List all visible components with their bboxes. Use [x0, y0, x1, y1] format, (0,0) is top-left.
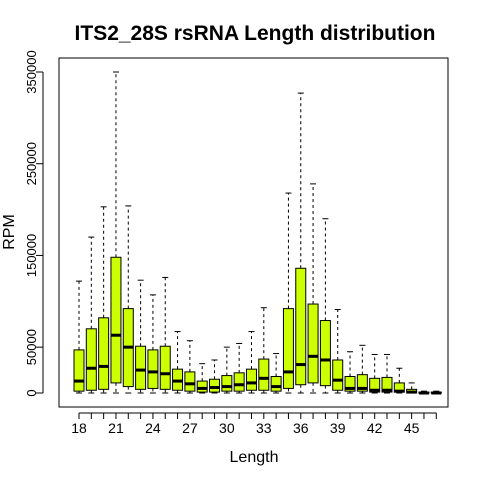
iqr-box [147, 349, 159, 389]
iqr-box [307, 303, 319, 384]
box-39 [332, 309, 344, 394]
y-tick-label: 350000 [24, 50, 39, 93]
box-series [73, 71, 442, 395]
y-axis: 0 50000 150000 250000 350000 [24, 50, 44, 397]
box-37 [307, 183, 319, 394]
x-axis-label: Length [230, 449, 279, 466]
box-23 [135, 279, 147, 394]
box-47 [430, 390, 442, 395]
box-35 [282, 192, 294, 394]
x-tick-label: 27 [182, 420, 198, 436]
y-tick-label: 250000 [24, 142, 39, 185]
plot-frame [58, 57, 449, 408]
box-21 [110, 71, 122, 394]
iqr-box [159, 345, 171, 390]
box-41 [356, 344, 368, 394]
x-tick-label: 42 [367, 420, 383, 436]
box-36 [295, 92, 307, 394]
box-24 [147, 294, 159, 394]
x-tick-label: 21 [108, 420, 124, 436]
iqr-box [319, 320, 331, 387]
iqr-box [282, 308, 294, 389]
iqr-box [245, 368, 257, 391]
box-25 [159, 276, 171, 394]
box-38 [319, 218, 331, 394]
iqr-box [73, 349, 85, 392]
x-tick-label: 33 [256, 420, 272, 436]
box-44 [393, 367, 405, 394]
iqr-box [196, 380, 208, 393]
iqr-box [135, 345, 147, 390]
x-tick-label: 30 [219, 420, 235, 436]
iqr-box [85, 328, 97, 391]
iqr-box [344, 375, 356, 392]
x-axis: 18 21 24 27 30 33 36 39 42 45 [71, 412, 437, 436]
y-tick-label: 50000 [24, 329, 39, 365]
box-46 [418, 390, 430, 395]
x-tick-label: 39 [330, 420, 346, 436]
iqr-box [98, 317, 110, 390]
y-axis-label: RPM [1, 214, 18, 250]
box-34 [270, 353, 282, 394]
x-tick-label: 36 [293, 420, 309, 436]
box-18 [73, 280, 85, 394]
iqr-box [209, 378, 221, 393]
x-tick-label: 45 [404, 420, 420, 436]
box-19 [85, 236, 97, 394]
box-42 [369, 353, 381, 394]
chart-title: ITS2_28S rsRNA Length distribution [75, 22, 436, 45]
iqr-box [258, 358, 270, 391]
box-33 [258, 307, 270, 394]
iqr-box [381, 376, 393, 393]
box-32 [245, 331, 257, 394]
x-tick-label: 24 [145, 420, 161, 436]
box-40 [344, 351, 356, 394]
x-tick-label: 18 [71, 420, 87, 436]
iqr-box [369, 377, 381, 393]
iqr-box [270, 375, 282, 392]
box-26 [172, 331, 184, 394]
box-29 [209, 359, 221, 394]
box-27 [184, 340, 196, 394]
y-tick-label: 0 [24, 389, 39, 396]
box-45 [406, 382, 418, 394]
iqr-box [356, 374, 368, 392]
iqr-box [184, 371, 196, 392]
iqr-box [233, 372, 245, 392]
iqr-box [221, 375, 233, 392]
y-tick-label: 150000 [24, 234, 39, 277]
box-20 [98, 206, 110, 394]
iqr-box [110, 256, 122, 384]
box-31 [233, 342, 245, 394]
iqr-box [332, 359, 344, 391]
box-30 [221, 346, 233, 394]
iqr-box [295, 267, 307, 386]
box-28 [196, 363, 208, 394]
box-22 [122, 205, 134, 394]
box-43 [381, 353, 393, 394]
